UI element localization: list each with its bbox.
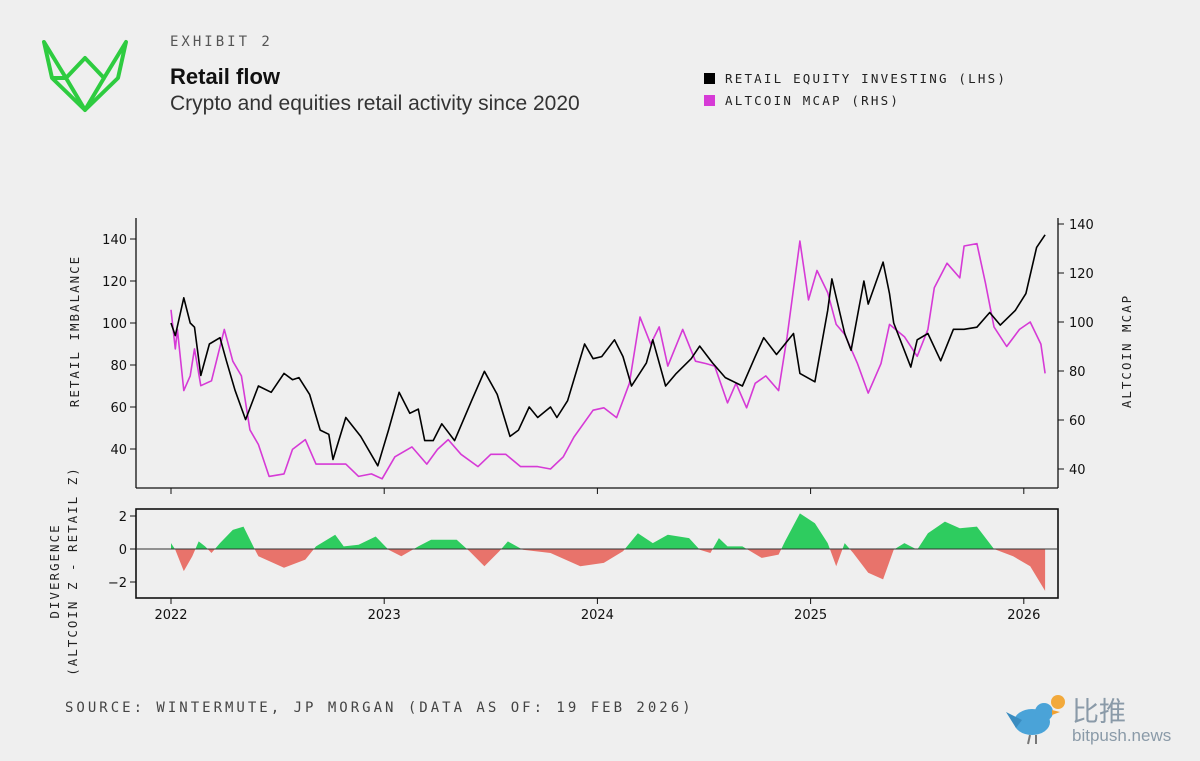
divergence-positive-area	[171, 513, 1046, 549]
bird-icon	[1006, 695, 1065, 745]
legend-label: ALTCOIN MCAP (RHS)	[725, 92, 901, 108]
y-tick-label-left: 60	[110, 401, 127, 416]
legend-item-altcoin: ALTCOIN MCAP (RHS)	[704, 89, 1007, 111]
y-tick-label-right: 40	[1069, 463, 1086, 478]
divergence-negative-area	[171, 549, 1046, 591]
y-tick-label-left: 40	[110, 443, 127, 458]
chart-title: Retail flow	[170, 64, 281, 89]
x-tick-label: 2024	[581, 608, 614, 623]
legend-swatch-black	[704, 72, 715, 84]
source-note: SOURCE: WINTERMUTE, JP MORGAN (DATA AS O…	[65, 700, 694, 716]
altcoin-mcap-line	[170, 240, 1046, 480]
legend-item-retail: RETAIL EQUITY INVESTING (LHS)	[704, 67, 1007, 89]
retail-equity-line	[170, 234, 1046, 467]
x-tick-label: 2026	[1007, 608, 1040, 623]
y-tick-label-left: 80	[110, 359, 127, 374]
right-axis-title: ALTCOIN MCAP	[1119, 294, 1134, 408]
exhibit-label: EXHIBIT 2	[170, 34, 273, 50]
x-tick-label: 2025	[794, 608, 827, 623]
y-tick-label-right: 80	[1069, 365, 1086, 380]
watermark-en: bitpush.news	[1072, 726, 1172, 745]
x-tick-label: 2022	[154, 608, 187, 623]
y-tick-label-left: 140	[102, 233, 127, 248]
y-tick-label-left: 120	[102, 275, 127, 290]
chart-subtitle: Crypto and equities retail activity sinc…	[170, 92, 580, 115]
y-tick-label-right: 60	[1069, 414, 1086, 429]
y-tick-label-divergence: 0	[119, 543, 127, 558]
divergence-axis-subtitle: (ALTCOIN Z - RETAIL Z)	[65, 466, 80, 676]
watermark: 比推 bitpush.news	[1002, 690, 1192, 760]
y-tick-label-right: 120	[1069, 267, 1094, 282]
main-panel-axes	[135, 218, 1059, 489]
legend-swatch-magenta	[704, 94, 715, 106]
x-tick-label: 2023	[368, 608, 401, 623]
y-tick-label-divergence: −2	[108, 576, 127, 591]
brand-logo	[42, 40, 128, 112]
y-tick-label-right: 140	[1069, 218, 1094, 233]
watermark-cn: 比推	[1072, 697, 1126, 728]
divergence-axis-title: DIVERGENCE	[47, 523, 62, 618]
y-tick-label-left: 100	[102, 317, 127, 332]
legend-label: RETAIL EQUITY INVESTING (LHS)	[725, 70, 1008, 86]
y-tick-label-divergence: 2	[119, 510, 127, 525]
left-axis-title: RETAIL IMBALANCE	[67, 255, 82, 407]
y-tick-label-right: 100	[1069, 316, 1094, 331]
legend: RETAIL EQUITY INVESTING (LHS) ALTCOIN MC…	[704, 67, 1007, 111]
